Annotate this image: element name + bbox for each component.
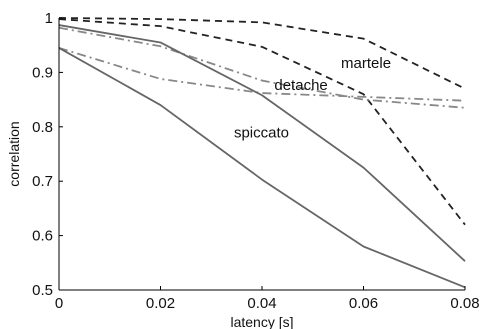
x-tick-label: 0.08	[450, 295, 479, 312]
y-tick-label: 0.8	[32, 119, 53, 136]
x-tick-label: 0.02	[146, 295, 175, 312]
y-axis-title: correlation	[6, 121, 22, 186]
y-tick-label: 0.6	[32, 228, 53, 245]
series-line-spiccato-1	[58, 24, 466, 262]
y-tick-label: 0.9	[32, 64, 53, 81]
x-axis-title: latency [s]	[230, 314, 293, 329]
series-line-detache-2	[58, 26, 466, 109]
series-label-detache: detache	[274, 77, 327, 94]
y-tick-label: 1	[45, 10, 53, 27]
x-tick-label: 0	[55, 295, 63, 312]
series-label-martele: martele	[341, 55, 391, 72]
series-label-spiccato: spiccato	[234, 125, 289, 142]
series-line-martele-2	[58, 18, 466, 226]
series-line-detache-1	[58, 47, 466, 102]
series-annotations: martele detache spiccato	[234, 55, 391, 142]
series-line-martele-1	[58, 17, 466, 90]
series-layer	[58, 17, 466, 289]
y-tick-label: 0.5	[32, 282, 53, 299]
y-tick-label: 0.7	[32, 173, 53, 190]
ticks: 0 0.02 0.04 0.06 0.08 0.5 0.6 0.7 0.8 0.9 1	[32, 10, 479, 312]
x-tick-label: 0.04	[247, 295, 276, 312]
series-line-spiccato-2	[58, 47, 466, 289]
x-tick-label: 0.06	[349, 295, 378, 312]
